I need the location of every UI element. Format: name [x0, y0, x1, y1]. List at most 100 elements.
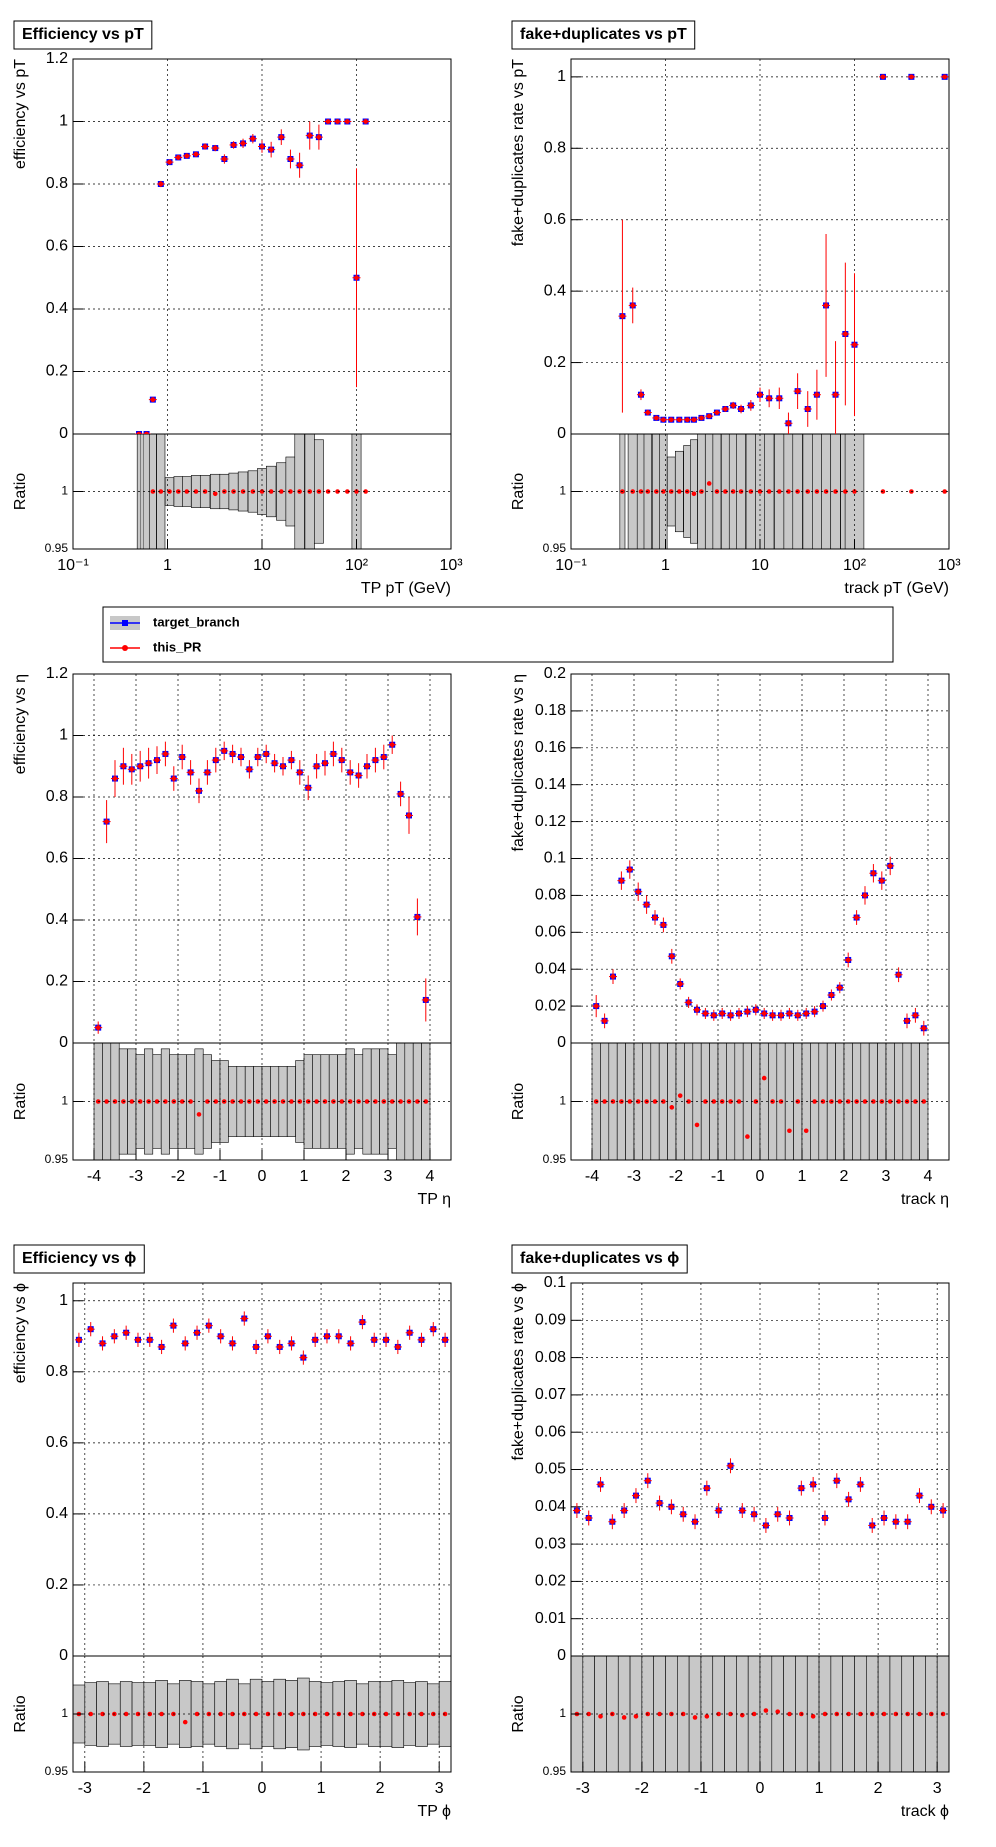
data-point — [766, 395, 772, 401]
data-point — [221, 748, 227, 754]
data-point — [598, 1482, 603, 1487]
x-tick-label: 3 — [435, 1780, 444, 1797]
ratio-point — [289, 1711, 294, 1717]
data-point — [680, 1511, 686, 1517]
data-point — [360, 1319, 365, 1325]
data-point — [88, 1326, 94, 1332]
data-point — [325, 119, 331, 124]
y-tick-label: 0.95 — [45, 1764, 69, 1778]
ratio-point — [278, 489, 284, 494]
data-point — [238, 754, 244, 760]
data-point — [147, 1337, 153, 1343]
ratio-point — [137, 1099, 143, 1104]
x-tick-label: 3 — [384, 1168, 393, 1185]
ratio-point — [193, 489, 199, 494]
y-tick-label: 0.1 — [544, 850, 566, 867]
x-tick-label: 10 — [751, 557, 769, 574]
data-point — [778, 1012, 784, 1018]
y-tick-label: 0 — [557, 1647, 566, 1664]
y-tick-label: 0.04 — [535, 960, 566, 977]
ratio-point — [913, 1099, 918, 1104]
data-point — [677, 981, 683, 987]
y-tick-label: 0.1 — [544, 1274, 566, 1291]
plot-area — [592, 856, 928, 1036]
data-point — [738, 406, 744, 412]
x-axis-label: TP pT (GeV) — [361, 580, 451, 597]
data-point — [676, 417, 682, 423]
data-point — [917, 1493, 922, 1499]
x-axis-label: track η — [901, 1191, 949, 1208]
chart-title: Efficiency vs pT — [22, 26, 144, 43]
data-point — [627, 867, 633, 872]
x-tick-label: 1 — [300, 1168, 309, 1185]
data-point — [371, 1337, 377, 1343]
ratio-point — [748, 489, 754, 494]
chart: fake+duplicates vs ϕ 0 0.01 0.02 0.03 0.04 0.0… — [510, 1244, 950, 1820]
title-box — [13, 1244, 145, 1274]
data-point — [129, 766, 135, 772]
data-point — [763, 1523, 769, 1528]
data-point — [668, 417, 674, 423]
chart-title: fake+duplicates vs pT — [520, 26, 687, 43]
ratio-point — [182, 1719, 188, 1725]
data-point — [812, 1009, 817, 1015]
ratio-point — [833, 489, 838, 494]
chart-title: Efficiency vs ϕ — [22, 1250, 136, 1267]
ratio-point — [680, 1711, 686, 1717]
data-point — [167, 159, 172, 165]
data-point — [389, 742, 395, 748]
data-point — [247, 766, 252, 772]
ratio-point — [686, 1099, 691, 1104]
y-tick-label: 0.07 — [535, 1386, 566, 1403]
data-point — [657, 1500, 662, 1506]
data-point — [913, 1012, 918, 1018]
x-tick-label: 1 — [661, 557, 670, 574]
x-axis-label: TP η — [418, 1191, 452, 1208]
data-point — [730, 403, 736, 408]
ratio-point — [871, 1099, 876, 1104]
ratio-point — [739, 1712, 745, 1718]
ratio-point — [776, 489, 782, 494]
data-point — [692, 1519, 698, 1525]
x-tick-label: -3 — [627, 1168, 641, 1185]
data-point — [111, 1333, 117, 1339]
ratio-point — [661, 489, 666, 494]
plot-area — [74, 1311, 450, 1365]
y-tick-label: 0.18 — [535, 702, 566, 719]
data-point — [335, 119, 340, 124]
y-tick-label: 0.8 — [46, 1363, 68, 1380]
x-tick-label: 0 — [258, 1780, 267, 1797]
y-axis-label: efficiency vs pT — [12, 59, 29, 169]
y-tick-label: 1 — [59, 113, 68, 130]
ratio-point — [150, 489, 156, 494]
ratio-point — [896, 1099, 901, 1104]
ratio-point — [360, 1711, 365, 1717]
data-point — [908, 74, 914, 80]
data-point — [255, 754, 261, 760]
data-point — [645, 410, 651, 415]
ratio-point — [184, 489, 190, 494]
data-point — [786, 420, 791, 426]
ratio-point — [763, 1708, 769, 1713]
data-point — [344, 119, 350, 124]
data-point — [753, 1007, 759, 1013]
y-tick-label: 0 — [557, 1034, 566, 1051]
ratio-point — [212, 491, 218, 497]
y-tick-label: 0.6 — [46, 238, 68, 255]
data-point — [146, 760, 152, 766]
ratio-point — [887, 1099, 893, 1104]
chart-title: fake+duplicates vs ϕ — [520, 1250, 679, 1267]
ratio-point — [194, 1711, 200, 1717]
data-point — [834, 1478, 840, 1484]
data-point — [259, 144, 265, 149]
data-point — [150, 397, 156, 403]
data-point — [263, 751, 269, 757]
data-point — [896, 972, 901, 978]
ratio-point — [638, 489, 644, 494]
ratio-point — [633, 1714, 639, 1719]
ratio-point — [163, 1099, 168, 1104]
ratio-point — [389, 1099, 395, 1104]
y-tick-label: 0.6 — [46, 850, 68, 867]
ratio-error-band — [617, 1656, 631, 1772]
ratio-point — [730, 489, 736, 494]
